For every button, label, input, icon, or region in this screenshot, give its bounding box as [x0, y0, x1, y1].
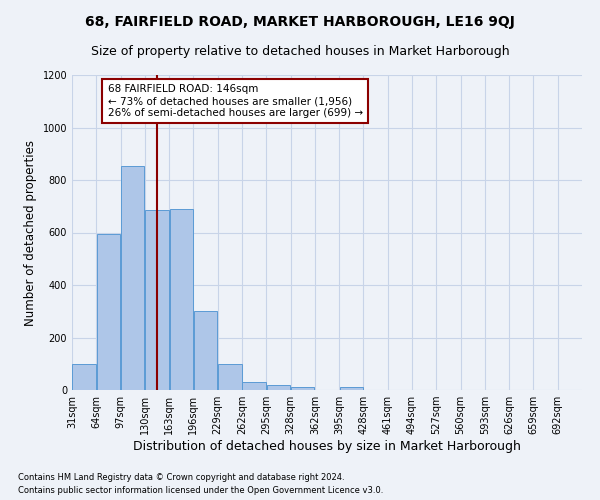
Bar [121, 166, 145, 390]
Bar [218, 364, 242, 390]
Text: 68 FAIRFIELD ROAD: 146sqm
← 73% of detached houses are smaller (1,956)
26% of se: 68 FAIRFIELD ROAD: 146sqm ← 73% of detac… [108, 84, 363, 117]
Bar [291, 388, 314, 390]
Text: Contains HM Land Registry data © Crown copyright and database right 2024.: Contains HM Land Registry data © Crown c… [18, 474, 344, 482]
Bar [266, 385, 290, 390]
X-axis label: Distribution of detached houses by size in Market Harborough: Distribution of detached houses by size … [133, 440, 521, 453]
Text: Contains public sector information licensed under the Open Government Licence v3: Contains public sector information licen… [18, 486, 383, 495]
Bar [145, 210, 169, 390]
Text: Size of property relative to detached houses in Market Harborough: Size of property relative to detached ho… [91, 45, 509, 58]
Bar [340, 388, 363, 390]
Text: 68, FAIRFIELD ROAD, MARKET HARBOROUGH, LE16 9QJ: 68, FAIRFIELD ROAD, MARKET HARBOROUGH, L… [85, 15, 515, 29]
Bar [97, 234, 120, 390]
Bar [73, 364, 96, 390]
Bar [242, 382, 266, 390]
Bar [194, 311, 217, 390]
Bar [170, 209, 193, 390]
Y-axis label: Number of detached properties: Number of detached properties [24, 140, 37, 326]
